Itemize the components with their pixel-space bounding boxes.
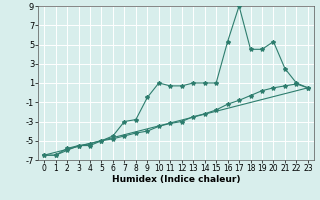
- X-axis label: Humidex (Indice chaleur): Humidex (Indice chaleur): [112, 175, 240, 184]
